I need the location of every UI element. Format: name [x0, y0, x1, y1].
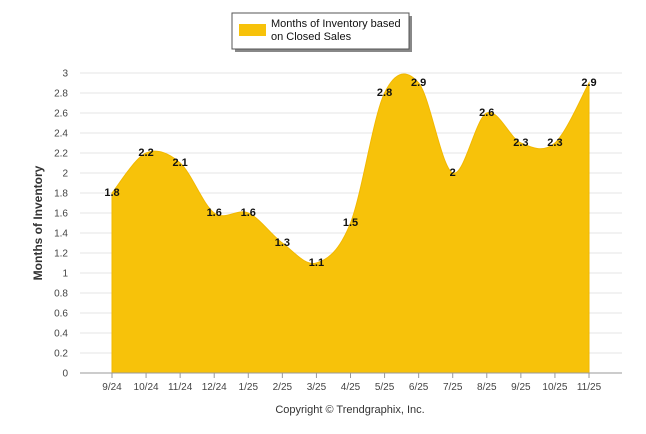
y-tick-label: 1: [62, 269, 68, 280]
legend-label-line-2: on Closed Sales: [271, 31, 352, 43]
x-tick-label: 11/25: [577, 382, 602, 393]
x-tick-label: 9/24: [102, 382, 122, 393]
y-tick-label: 2: [62, 169, 68, 180]
y-tick-label: 1.6: [54, 209, 68, 220]
y-tick-label: 1.2: [54, 249, 68, 260]
legend: Months of Inventory based on Closed Sale…: [231, 12, 412, 52]
x-axis-ticks: 9/24 10/24 11/24 12/24 1/25 2/25 3/25 4/25 5/25 6…: [102, 373, 602, 393]
data-label: 1.5: [343, 217, 358, 229]
data-label: 1.1: [309, 257, 324, 269]
x-tick-label: 2/25: [273, 382, 293, 393]
y-tick-label: 1.4: [54, 229, 68, 240]
data-label: 2.6: [479, 107, 494, 119]
x-tick-label: 7/25: [443, 382, 463, 393]
data-label: 2.3: [513, 137, 528, 149]
x-tick-label: 11/24: [168, 382, 193, 393]
data-label: 2.2: [138, 147, 153, 159]
x-tick-label: 4/25: [341, 382, 361, 393]
legend-swatch: [239, 24, 266, 36]
y-tick-label: 1.8: [54, 189, 68, 200]
x-tick-label: 8/25: [477, 382, 497, 393]
area-series: [111, 73, 590, 374]
data-label: 2.9: [411, 77, 426, 89]
data-label: 2.3: [547, 137, 562, 149]
x-tick-label: 12/24: [202, 382, 227, 393]
y-tick-label: 3: [62, 69, 68, 80]
y-tick-label: 2.6: [54, 109, 68, 120]
y-axis-label: Months of Inventory: [31, 165, 45, 280]
data-label: 1.6: [241, 207, 256, 219]
x-tick-label: 3/25: [307, 382, 327, 393]
data-label: 2: [450, 167, 456, 179]
copyright-text: Copyright © Trendgraphix, Inc.: [275, 404, 424, 416]
y-tick-label: 0: [62, 369, 68, 380]
y-tick-label: 2.8: [54, 89, 68, 100]
x-tick-label: 1/25: [239, 382, 259, 393]
data-labels: 1.8 2.2 2.1 1.6 1.6 1.3 1.1 1.5 2.8 2.9 2 2.6 2.3 2.3…: [104, 77, 596, 269]
data-label: 2.9: [581, 77, 596, 89]
x-tick-label: 5/25: [375, 382, 395, 393]
y-tick-label: 2.4: [54, 129, 68, 140]
y-tick-label: 0.8: [54, 289, 68, 300]
y-tick-label: 0.6: [54, 309, 68, 320]
x-tick-label: 10/24: [134, 382, 159, 393]
data-label: 1.6: [207, 207, 222, 219]
y-tick-label: 0.2: [54, 349, 68, 360]
data-label: 2.1: [172, 157, 187, 169]
x-tick-label: 6/25: [409, 382, 429, 393]
data-label: 1.8: [104, 187, 119, 199]
y-tick-label: 2.2: [54, 149, 68, 160]
legend-label-line-1: Months of Inventory based: [271, 18, 401, 30]
y-tick-label: 0.4: [54, 329, 68, 340]
x-tick-label: 9/25: [511, 382, 531, 393]
x-tick-label: 10/25: [542, 382, 567, 393]
y-axis-ticks: 0 0.2 0.4 0.6 0.8 1 1.2 1.4 1.6 1.8 2 2.2 2.4 2.6 2.8 3: [54, 69, 68, 380]
data-label: 1.3: [275, 237, 290, 249]
data-label: 2.8: [377, 87, 392, 99]
